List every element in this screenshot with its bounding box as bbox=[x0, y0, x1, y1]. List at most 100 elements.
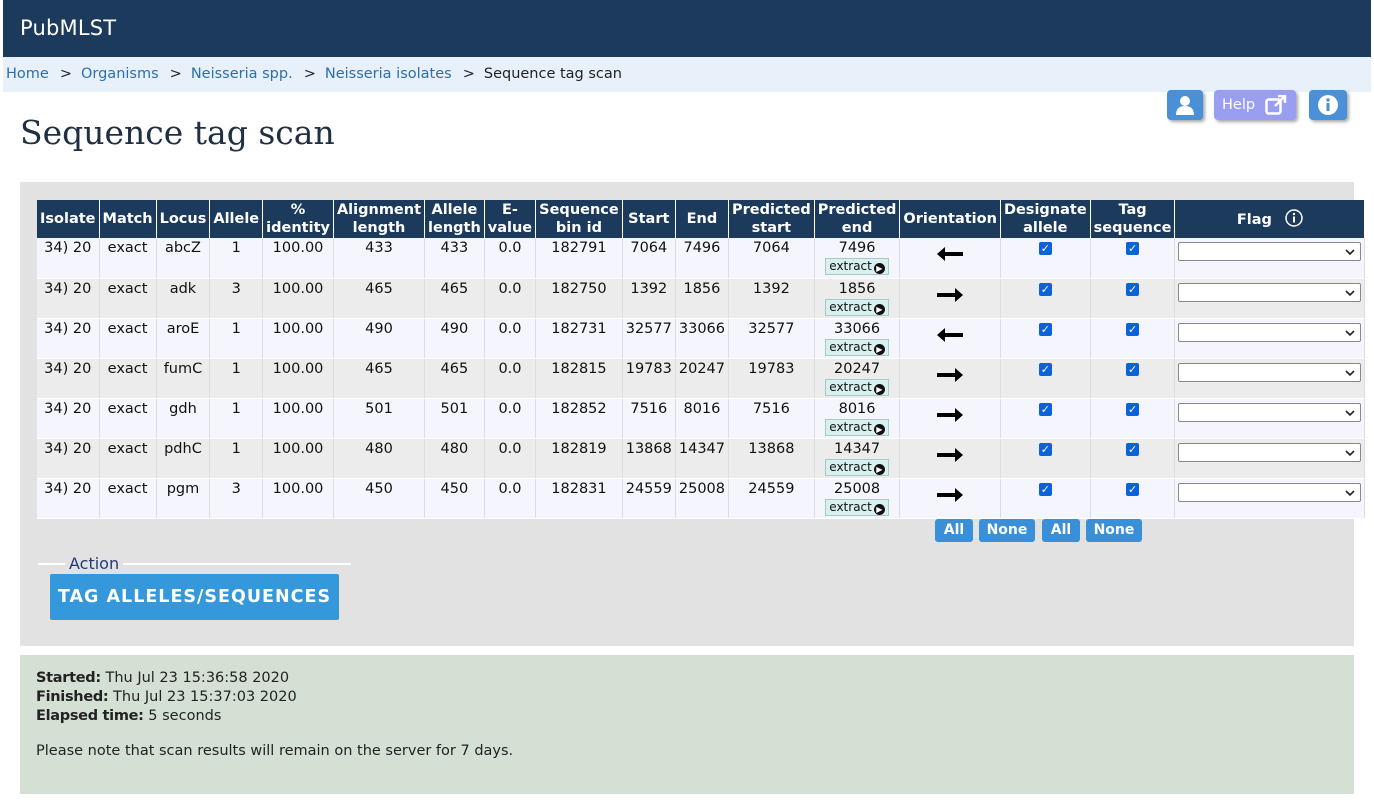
flag-select[interactable] bbox=[1178, 482, 1362, 502]
cell-pred-start: 24559 bbox=[728, 478, 815, 519]
designate-allele-checkbox[interactable]: ✓ bbox=[1038, 482, 1052, 496]
extract-link[interactable]: extract ▶ bbox=[825, 338, 889, 356]
designate-allele-checkbox[interactable]: ✓ bbox=[1038, 362, 1052, 376]
extract-link[interactable]: extract ▶ bbox=[825, 258, 889, 275]
cell-identity: 100.00 bbox=[262, 278, 334, 319]
cell-locus: pdhC bbox=[156, 438, 211, 479]
cell-isolate: 34) 20 bbox=[37, 478, 100, 519]
breadcrumb-organisms[interactable]: Organisms bbox=[80, 66, 159, 82]
designate-all-button[interactable]: All bbox=[935, 519, 973, 542]
help-button[interactable]: Help bbox=[1214, 90, 1296, 120]
cell-end: 7496 bbox=[675, 238, 730, 279]
designate-allele-checkbox[interactable]: ✓ bbox=[1038, 282, 1052, 296]
cell-match: exact bbox=[99, 238, 157, 279]
designate-allele-checkbox[interactable]: ✓ bbox=[1038, 442, 1052, 456]
col-end: End bbox=[675, 200, 730, 238]
cell-allele: 3 bbox=[209, 478, 264, 519]
circle-arrow-right-icon: ▶ bbox=[873, 503, 885, 515]
cell-orientation bbox=[899, 358, 1001, 399]
cell-pred-end: 33066 extract ▶ bbox=[814, 318, 901, 359]
elapsed-line: Elapsed time: 5 seconds bbox=[36, 708, 222, 724]
user-button[interactable] bbox=[1167, 90, 1203, 120]
cell-pred-start: 1392 bbox=[728, 278, 815, 319]
designate-none-button[interactable]: None bbox=[979, 519, 1035, 542]
table-row: 34) 20 exact pgm 3 100.00 450 450 0.0 182831 2455… bbox=[37, 478, 1366, 519]
extract-link[interactable]: extract ▶ bbox=[825, 378, 889, 396]
cell-flag bbox=[1174, 438, 1366, 479]
cell-locus: fumC bbox=[156, 358, 211, 399]
extract-link[interactable]: extract ▶ bbox=[825, 498, 889, 516]
cell-start: 19783 bbox=[622, 358, 676, 399]
cell-evalue: 0.0 bbox=[484, 238, 537, 279]
flag-select[interactable] bbox=[1178, 402, 1362, 422]
arrow-right-icon bbox=[937, 447, 964, 462]
cell-match: exact bbox=[99, 278, 157, 319]
flag-select[interactable] bbox=[1178, 322, 1362, 342]
breadcrumb-current: Sequence tag scan bbox=[483, 66, 622, 82]
cell-orientation bbox=[899, 278, 1001, 319]
flag-select[interactable] bbox=[1178, 242, 1362, 261]
breadcrumb-neisseria-spp[interactable]: Neisseria spp. bbox=[190, 66, 293, 82]
tag-sequence-checkbox[interactable]: ✓ bbox=[1126, 242, 1140, 255]
tag-sequence-checkbox[interactable]: ✓ bbox=[1126, 402, 1140, 416]
top-bar: PubMLST bbox=[3, 0, 1371, 57]
tag-none-button[interactable]: None bbox=[1086, 519, 1142, 542]
cell-locus: abcZ bbox=[156, 238, 211, 279]
col-flag: Flag bbox=[1174, 200, 1366, 238]
designate-allele-checkbox[interactable]: ✓ bbox=[1038, 242, 1052, 255]
cell-bin-id: 182852 bbox=[535, 398, 623, 439]
extract-link[interactable]: extract ▶ bbox=[825, 458, 889, 476]
tag-sequence-checkbox[interactable]: ✓ bbox=[1126, 442, 1140, 456]
tag-sequence-checkbox[interactable]: ✓ bbox=[1126, 482, 1140, 496]
info-button[interactable] bbox=[1309, 90, 1347, 120]
cell-flag bbox=[1174, 398, 1366, 439]
table-row: 34) 20 exact pdhC 1 100.00 480 480 0.0 182819 138… bbox=[37, 438, 1366, 479]
cell-allele: 1 bbox=[209, 238, 264, 279]
cell-flag bbox=[1174, 478, 1366, 519]
tag-sequence-checkbox[interactable]: ✓ bbox=[1126, 282, 1140, 296]
cell-designate: ✓ bbox=[1000, 478, 1091, 519]
started-value: Thu Jul 23 15:36:58 2020 bbox=[105, 670, 290, 686]
tag-sequence-checkbox[interactable]: ✓ bbox=[1126, 362, 1140, 376]
arrow-right-icon bbox=[937, 367, 964, 382]
tag-alleles-sequences-button[interactable]: TAG ALLELES/SEQUENCES bbox=[50, 574, 339, 620]
cell-match: exact bbox=[99, 438, 157, 479]
cell-pred-start: 32577 bbox=[728, 318, 815, 359]
extract-link[interactable]: extract ▶ bbox=[825, 298, 889, 316]
table-row: 34) 20 exact aroE 1 100.00 490 490 0.0 182731 325… bbox=[37, 318, 1366, 359]
breadcrumb-neisseria-isolates[interactable]: Neisseria isolates bbox=[324, 66, 452, 82]
breadcrumb-separator: > bbox=[303, 66, 316, 82]
results-panel: Isolate Match Locus Allele % identity Ali… bbox=[20, 182, 1366, 646]
cell-orientation bbox=[899, 238, 1001, 279]
cell-isolate: 34) 20 bbox=[37, 438, 100, 479]
cell-allele: 1 bbox=[209, 358, 264, 399]
flag-select[interactable] bbox=[1178, 442, 1362, 462]
cell-locus: pgm bbox=[156, 478, 211, 519]
user-icon bbox=[1176, 96, 1194, 115]
extract-link[interactable]: extract ▶ bbox=[825, 418, 889, 436]
breadcrumb-home[interactable]: Home bbox=[6, 66, 49, 82]
arrow-left-icon bbox=[937, 247, 964, 261]
tag-sequence-checkbox[interactable]: ✓ bbox=[1126, 322, 1140, 336]
cell-bin-id: 182731 bbox=[535, 318, 623, 359]
cell-start: 1392 bbox=[622, 278, 676, 319]
flag-select[interactable] bbox=[1178, 362, 1362, 382]
circle-arrow-right-icon: ▶ bbox=[873, 423, 885, 435]
col-locus: Locus bbox=[156, 200, 211, 238]
pred-end-value: 33066 bbox=[834, 320, 881, 337]
designate-allele-checkbox[interactable]: ✓ bbox=[1038, 402, 1052, 416]
chevron-down-icon bbox=[1345, 489, 1356, 496]
cell-align-len: 501 bbox=[333, 398, 426, 439]
cell-pred-end: 8016 extract ▶ bbox=[814, 398, 901, 439]
info-circle-icon[interactable] bbox=[1285, 209, 1303, 227]
brand-logo[interactable]: PubMLST bbox=[20, 16, 117, 40]
flag-select[interactable] bbox=[1178, 282, 1362, 302]
external-link-icon bbox=[1265, 95, 1287, 115]
started-line: Started: Thu Jul 23 15:36:58 2020 bbox=[36, 670, 290, 686]
designate-allele-checkbox[interactable]: ✓ bbox=[1038, 322, 1052, 336]
cell-identity: 100.00 bbox=[262, 358, 334, 399]
retention-note: Please note that scan results will remai… bbox=[36, 743, 514, 759]
breadcrumb-separator: > bbox=[169, 66, 182, 82]
tag-all-button[interactable]: All bbox=[1042, 519, 1080, 542]
scan-info-panel: Started: Thu Jul 23 15:36:58 2020 Finish… bbox=[20, 655, 1354, 794]
